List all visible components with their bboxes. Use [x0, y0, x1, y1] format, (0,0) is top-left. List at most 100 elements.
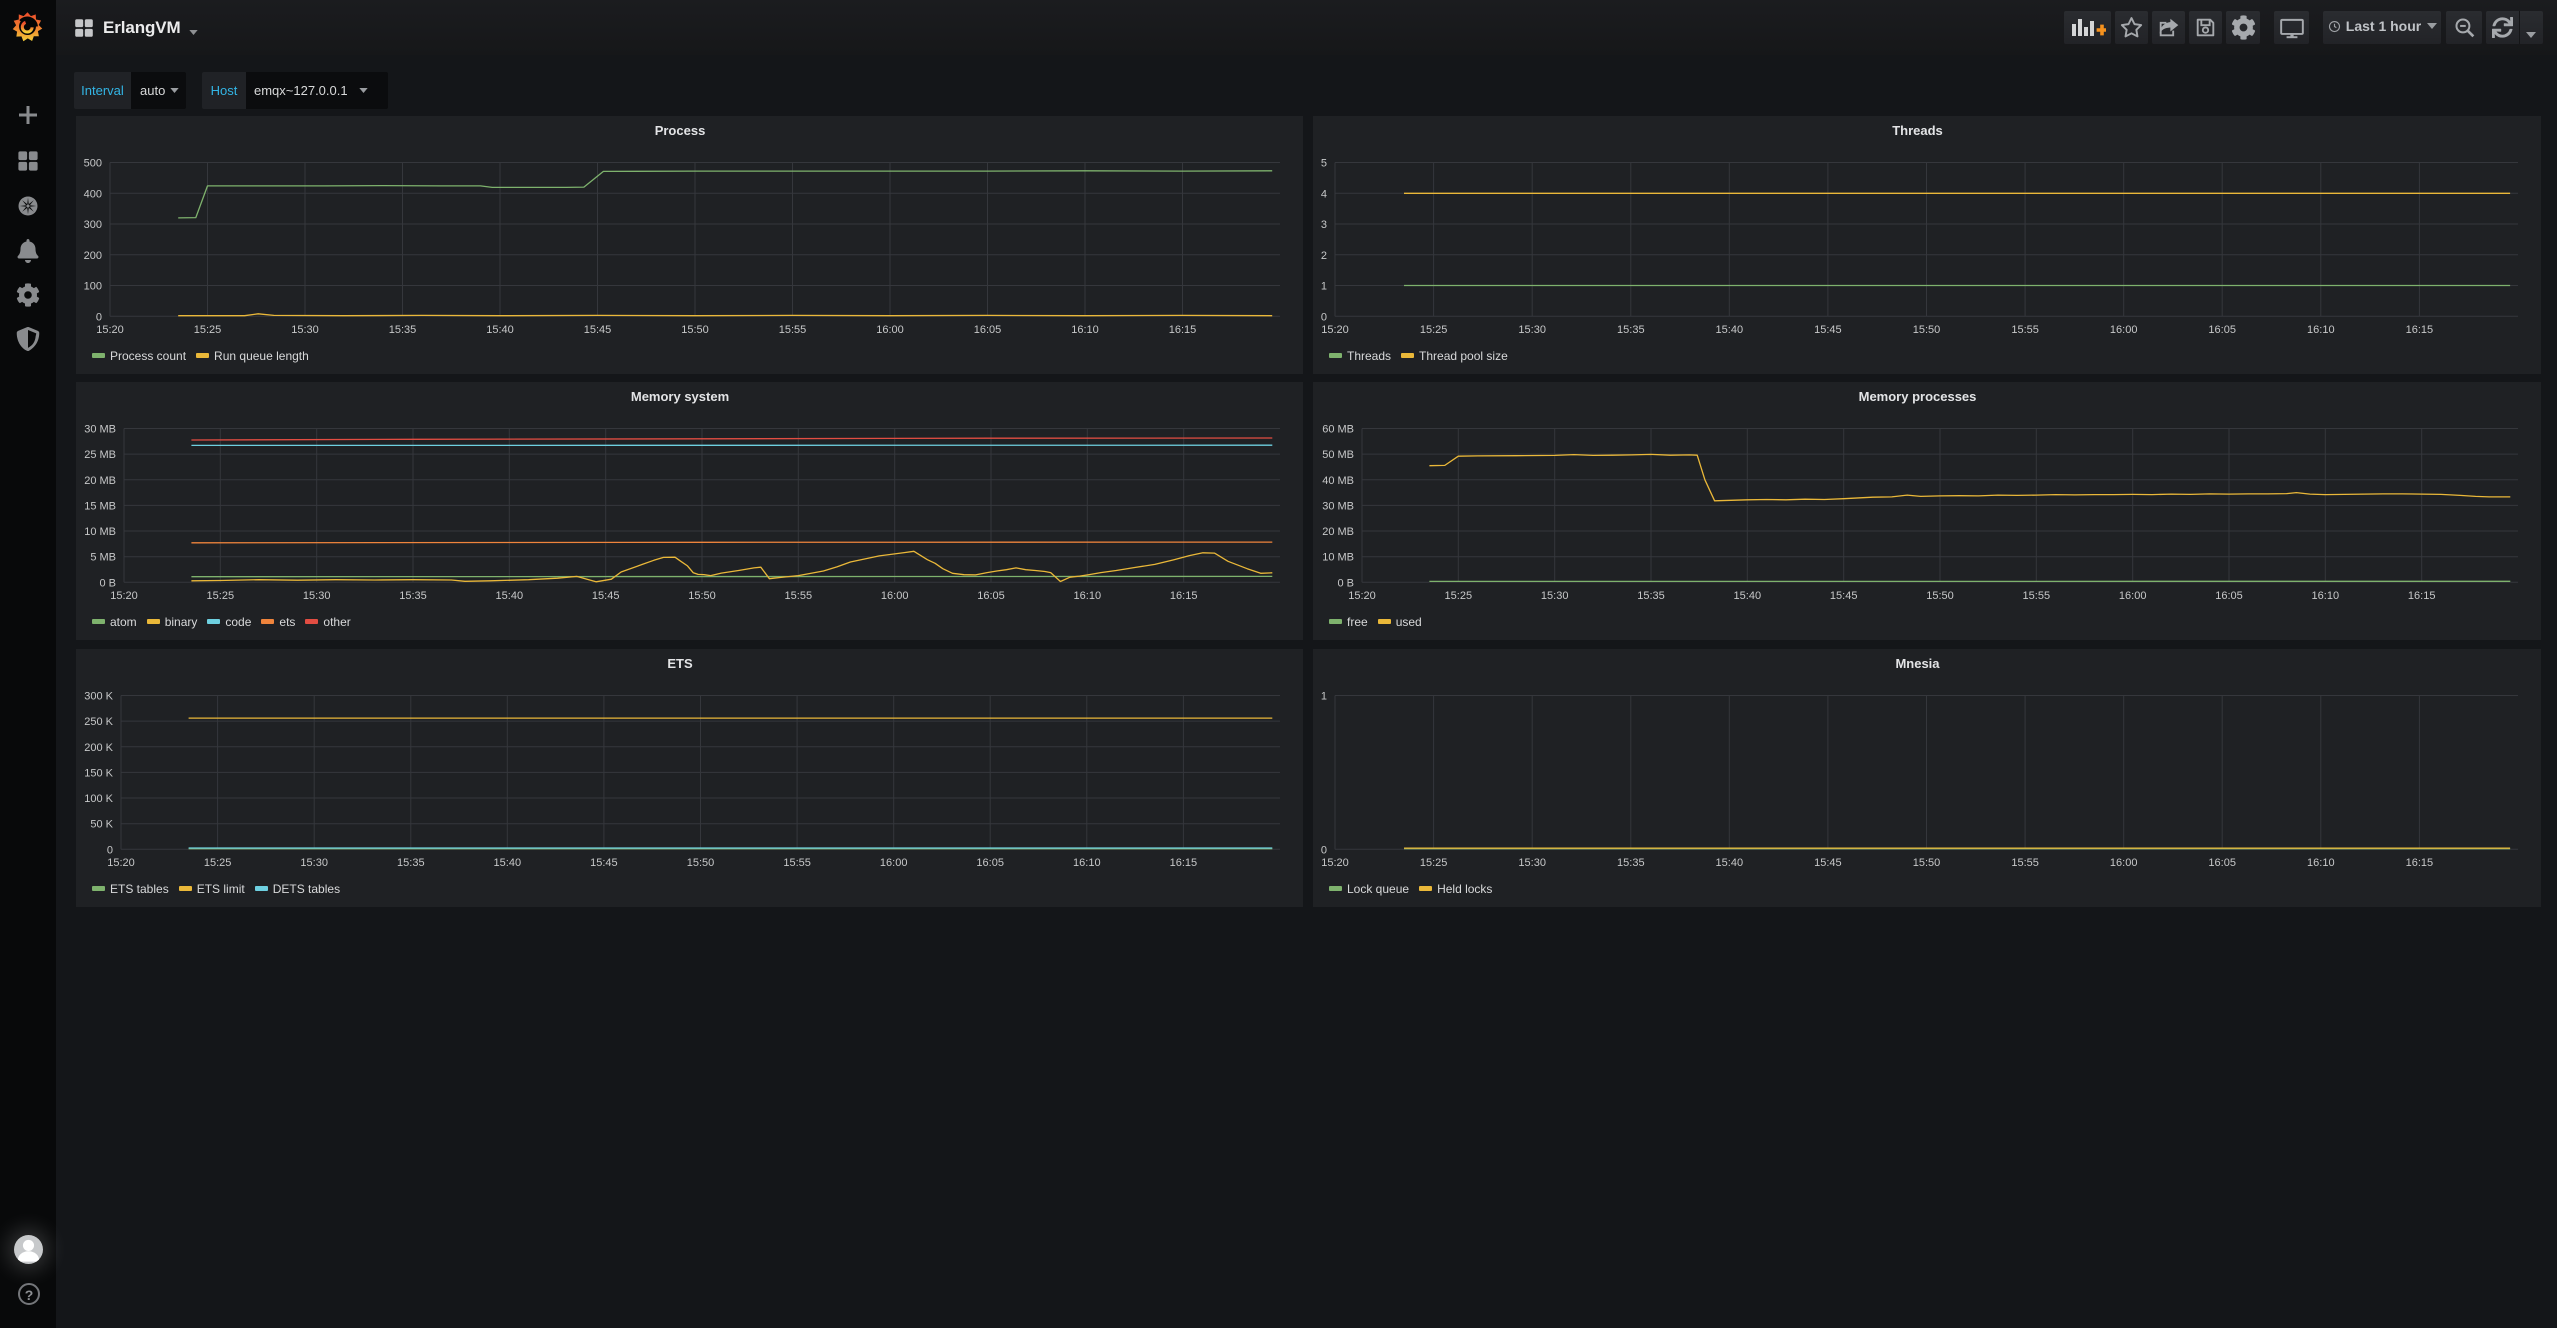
- svg-text:15:35: 15:35: [397, 857, 425, 869]
- svg-text:15:40: 15:40: [1716, 324, 1744, 336]
- svg-text:15:45: 15:45: [1814, 324, 1842, 336]
- svg-text:15:50: 15:50: [1926, 590, 1954, 602]
- svg-text:16:05: 16:05: [2215, 590, 2243, 602]
- svg-text:15:55: 15:55: [783, 857, 811, 869]
- svg-text:16:00: 16:00: [881, 590, 909, 602]
- svg-text:16:00: 16:00: [2110, 324, 2138, 336]
- svg-text:15:30: 15:30: [303, 590, 331, 602]
- svg-text:16:10: 16:10: [2307, 857, 2335, 869]
- svg-text:15:55: 15:55: [785, 590, 813, 602]
- svg-text:15 MB: 15 MB: [84, 500, 116, 512]
- svg-text:15:55: 15:55: [2011, 324, 2039, 336]
- svg-text:15:55: 15:55: [2011, 857, 2039, 869]
- svg-text:15:25: 15:25: [1420, 324, 1448, 336]
- svg-text:150 K: 150 K: [84, 767, 113, 779]
- svg-text:15:50: 15:50: [688, 590, 716, 602]
- svg-text:15:40: 15:40: [494, 857, 522, 869]
- svg-text:15:30: 15:30: [1518, 857, 1546, 869]
- svg-text:15:50: 15:50: [687, 857, 715, 869]
- svg-text:400: 400: [84, 188, 102, 200]
- svg-text:15:35: 15:35: [399, 590, 427, 602]
- svg-text:15:40: 15:40: [1734, 590, 1762, 602]
- svg-text:16:00: 16:00: [876, 324, 904, 336]
- svg-text:4: 4: [1321, 188, 1327, 200]
- svg-text:15:20: 15:20: [107, 857, 135, 869]
- svg-text:100 K: 100 K: [84, 793, 113, 805]
- svg-text:15:45: 15:45: [1830, 590, 1858, 602]
- svg-text:16:15: 16:15: [2406, 857, 2434, 869]
- svg-text:16:15: 16:15: [1170, 590, 1198, 602]
- svg-text:15:20: 15:20: [96, 324, 124, 336]
- svg-text:16:15: 16:15: [2408, 590, 2436, 602]
- svg-text:15:30: 15:30: [1518, 324, 1546, 336]
- svg-text:20 MB: 20 MB: [1322, 526, 1354, 538]
- svg-text:16:10: 16:10: [1074, 590, 1102, 602]
- svg-text:0 B: 0 B: [99, 577, 116, 589]
- svg-text:16:10: 16:10: [1073, 857, 1101, 869]
- svg-text:15:30: 15:30: [291, 324, 319, 336]
- svg-text:16:00: 16:00: [2119, 590, 2147, 602]
- svg-text:15:25: 15:25: [1445, 590, 1473, 602]
- svg-text:3: 3: [1321, 219, 1327, 231]
- svg-text:15:20: 15:20: [1348, 590, 1376, 602]
- svg-text:0 B: 0 B: [1337, 577, 1354, 589]
- svg-text:15:45: 15:45: [584, 324, 612, 336]
- svg-text:5: 5: [1321, 158, 1327, 170]
- svg-text:500: 500: [84, 158, 102, 170]
- svg-text:15:35: 15:35: [1637, 590, 1665, 602]
- svg-text:250 K: 250 K: [84, 716, 113, 728]
- svg-text:30 MB: 30 MB: [1322, 500, 1354, 512]
- svg-text:15:40: 15:40: [486, 324, 514, 336]
- svg-text:10 MB: 10 MB: [84, 526, 116, 538]
- svg-text:15:20: 15:20: [1321, 857, 1349, 869]
- svg-text:200: 200: [84, 250, 102, 262]
- svg-text:1: 1: [1321, 691, 1327, 703]
- svg-text:16:05: 16:05: [2208, 324, 2236, 336]
- svg-text:25 MB: 25 MB: [84, 449, 116, 461]
- svg-text:60 MB: 60 MB: [1322, 424, 1354, 436]
- svg-text:0: 0: [1321, 844, 1327, 856]
- svg-text:16:05: 16:05: [974, 324, 1002, 336]
- svg-text:15:45: 15:45: [1814, 857, 1842, 869]
- svg-text:16:05: 16:05: [2208, 857, 2236, 869]
- svg-text:15:55: 15:55: [2023, 590, 2051, 602]
- svg-text:15:45: 15:45: [590, 857, 618, 869]
- svg-text:15:55: 15:55: [779, 324, 807, 336]
- svg-text:16:15: 16:15: [2406, 324, 2434, 336]
- svg-text:5 MB: 5 MB: [90, 552, 116, 564]
- svg-text:200 K: 200 K: [84, 742, 113, 754]
- svg-text:15:20: 15:20: [110, 590, 138, 602]
- svg-text:16:10: 16:10: [2312, 590, 2340, 602]
- svg-text:16:10: 16:10: [2307, 324, 2335, 336]
- svg-text:0: 0: [107, 844, 113, 856]
- svg-text:16:15: 16:15: [1169, 324, 1197, 336]
- svg-text:15:20: 15:20: [1321, 324, 1349, 336]
- svg-text:15:40: 15:40: [496, 590, 524, 602]
- svg-text:15:25: 15:25: [1420, 857, 1448, 869]
- svg-text:15:45: 15:45: [592, 590, 620, 602]
- svg-text:40 MB: 40 MB: [1322, 475, 1354, 487]
- svg-text:300 K: 300 K: [84, 691, 113, 703]
- svg-text:15:30: 15:30: [300, 857, 328, 869]
- svg-text:16:05: 16:05: [976, 857, 1004, 869]
- svg-text:15:35: 15:35: [1617, 857, 1645, 869]
- svg-text:15:50: 15:50: [1913, 324, 1941, 336]
- svg-text:100: 100: [84, 281, 102, 293]
- svg-text:15:35: 15:35: [389, 324, 417, 336]
- svg-text:15:40: 15:40: [1716, 857, 1744, 869]
- svg-text:15:30: 15:30: [1541, 590, 1569, 602]
- svg-text:10 MB: 10 MB: [1322, 552, 1354, 564]
- svg-text:0: 0: [96, 311, 102, 323]
- svg-text:16:10: 16:10: [1071, 324, 1099, 336]
- svg-text:30 MB: 30 MB: [84, 424, 116, 436]
- svg-text:50 MB: 50 MB: [1322, 449, 1354, 461]
- svg-text:16:05: 16:05: [977, 590, 1005, 602]
- svg-text:15:25: 15:25: [207, 590, 235, 602]
- svg-text:2: 2: [1321, 250, 1327, 262]
- svg-text:15:50: 15:50: [1913, 857, 1941, 869]
- svg-text:15:50: 15:50: [681, 324, 709, 336]
- svg-text:15:25: 15:25: [194, 324, 222, 336]
- svg-text:15:35: 15:35: [1617, 324, 1645, 336]
- svg-text:50 K: 50 K: [90, 819, 113, 831]
- svg-text:16:00: 16:00: [2110, 857, 2138, 869]
